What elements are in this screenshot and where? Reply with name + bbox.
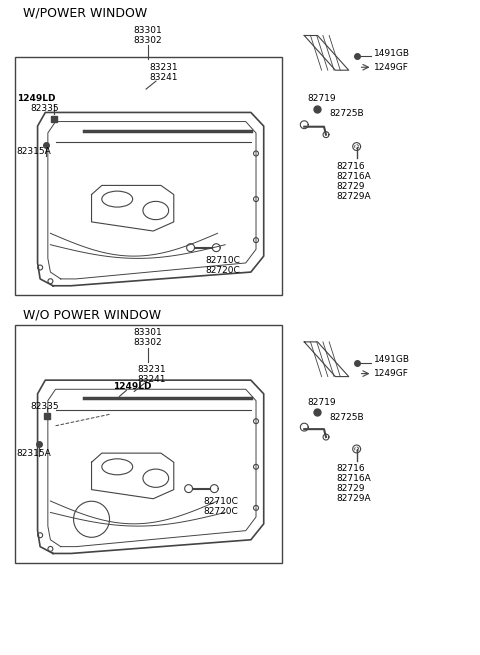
Text: W/O POWER WINDOW: W/O POWER WINDOW: [23, 309, 161, 322]
Text: 82720C: 82720C: [205, 266, 240, 275]
Text: 82725B: 82725B: [329, 413, 363, 422]
Text: 83231: 83231: [149, 63, 178, 72]
Text: 82335: 82335: [30, 402, 59, 411]
Text: 83301: 83301: [134, 328, 162, 337]
Text: 82315A: 82315A: [17, 449, 51, 458]
Text: 82729A: 82729A: [337, 192, 372, 200]
Bar: [14, 325, 281, 563]
Text: 1249LD: 1249LD: [113, 382, 152, 391]
Text: 82716: 82716: [337, 464, 365, 474]
Text: 82710C: 82710C: [205, 256, 240, 265]
Text: 83302: 83302: [134, 36, 162, 45]
Text: 1249GF: 1249GF: [374, 63, 409, 72]
Text: 82719: 82719: [307, 398, 336, 407]
Text: 82729: 82729: [337, 181, 365, 191]
Text: 83302: 83302: [134, 339, 162, 347]
Text: 82315A: 82315A: [17, 147, 51, 156]
Text: 1491GB: 1491GB: [374, 49, 410, 58]
Text: 82719: 82719: [307, 94, 336, 103]
Text: 83301: 83301: [134, 26, 162, 35]
Text: 1491GB: 1491GB: [374, 355, 410, 364]
Text: 82716: 82716: [337, 162, 365, 171]
Text: 83241: 83241: [149, 73, 178, 82]
Text: W/POWER WINDOW: W/POWER WINDOW: [23, 6, 147, 19]
Text: 1249GF: 1249GF: [374, 369, 409, 378]
Text: 82335: 82335: [30, 104, 59, 113]
Text: 82716A: 82716A: [337, 474, 372, 483]
Text: 83241: 83241: [137, 375, 166, 384]
Text: 82729A: 82729A: [337, 494, 372, 503]
Text: 1249LD: 1249LD: [17, 94, 55, 103]
Text: 82729: 82729: [337, 484, 365, 493]
Text: 82716A: 82716A: [337, 172, 372, 181]
Text: 82720C: 82720C: [204, 507, 238, 516]
Bar: [14, 57, 281, 295]
Text: 82725B: 82725B: [329, 109, 363, 119]
Text: 83231: 83231: [137, 365, 166, 374]
Text: 82710C: 82710C: [204, 497, 238, 506]
